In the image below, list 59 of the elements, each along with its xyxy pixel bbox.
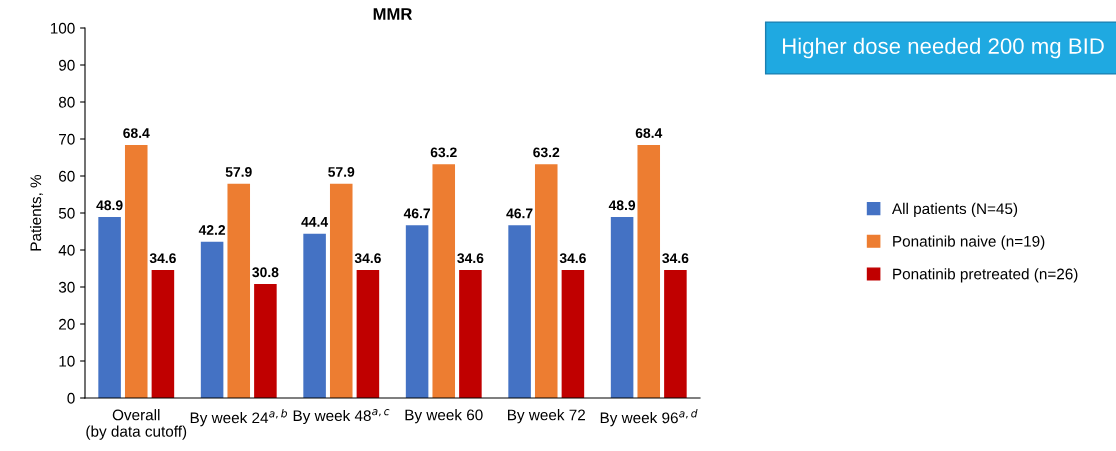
bar	[664, 269, 687, 398]
bar	[124, 144, 148, 398]
x-tick-label: By week 48$^{a,c}$	[293, 409, 390, 425]
y-tick-label: 90	[59, 59, 75, 71]
data-label: 42.2	[198, 225, 226, 235]
data-label: 34.6	[559, 253, 586, 264]
data-label: 68.4	[123, 128, 150, 139]
bar	[98, 217, 121, 398]
y-tick-label: 40	[58, 244, 75, 256]
data-label: 63.2	[430, 147, 457, 158]
data-label: 68.4	[635, 128, 663, 139]
y-tick-label: 30	[58, 281, 75, 293]
text: Higher dose needed 200 mg BID	[783, 37, 1104, 59]
y-tick-label: 20	[59, 318, 75, 330]
y-tick-label: 10	[59, 355, 75, 367]
x-tick-label: By week 96$^{a,d}$	[600, 409, 698, 427]
bar	[432, 164, 456, 398]
legend-label: All patients (N=45)	[891, 202, 1018, 218]
chart-title: MMR	[373, 8, 413, 20]
bar	[356, 269, 380, 398]
data-label: 46.7	[403, 208, 431, 219]
bar	[200, 241, 224, 398]
y-tick-label: 80	[58, 96, 75, 108]
x-tick-label: By week 72	[508, 409, 585, 424]
bar	[508, 225, 531, 398]
bar	[254, 284, 277, 398]
y-tick-label: 70	[59, 133, 75, 145]
data-label: 30.8	[252, 267, 279, 278]
data-label: 34.6	[354, 253, 381, 264]
y-tick-label: 100	[50, 22, 75, 34]
legend-label: Ponatinib naive (n=19)	[893, 235, 1045, 250]
bar	[637, 144, 661, 398]
bar	[329, 183, 353, 398]
data-label: 34.6	[457, 253, 484, 264]
data-label: 57.9	[328, 167, 355, 177]
data-label: 48.9	[608, 200, 636, 211]
x-tick-label: By week 60	[405, 409, 483, 424]
x-tick-label: By week 24$^{a,b}$	[190, 409, 287, 427]
bar	[303, 233, 326, 398]
data-label: 34.6	[662, 253, 689, 264]
bar	[534, 164, 558, 398]
data-label: 34.6	[149, 253, 176, 264]
bar	[151, 269, 175, 398]
data-label: 63.2	[533, 147, 560, 158]
data-label: 44.4	[301, 217, 329, 227]
data-label: 48.9	[96, 200, 123, 211]
y-axis-title: Patients, %	[29, 174, 44, 251]
bar	[405, 225, 429, 398]
bar	[561, 269, 585, 398]
legend-label: Ponatinib pretreated (n=26)	[893, 268, 1078, 283]
x-tick-label: Overall (by data cutoff)	[86, 409, 187, 440]
y-tick-label: 50	[58, 207, 75, 219]
data-label: 57.9	[225, 167, 252, 177]
bar	[227, 183, 251, 398]
data-label: 46.7	[506, 208, 533, 219]
bar	[459, 269, 482, 398]
y-tick-label: 60	[59, 170, 75, 182]
bar	[610, 217, 634, 398]
y-tick-label: 0	[67, 392, 75, 404]
